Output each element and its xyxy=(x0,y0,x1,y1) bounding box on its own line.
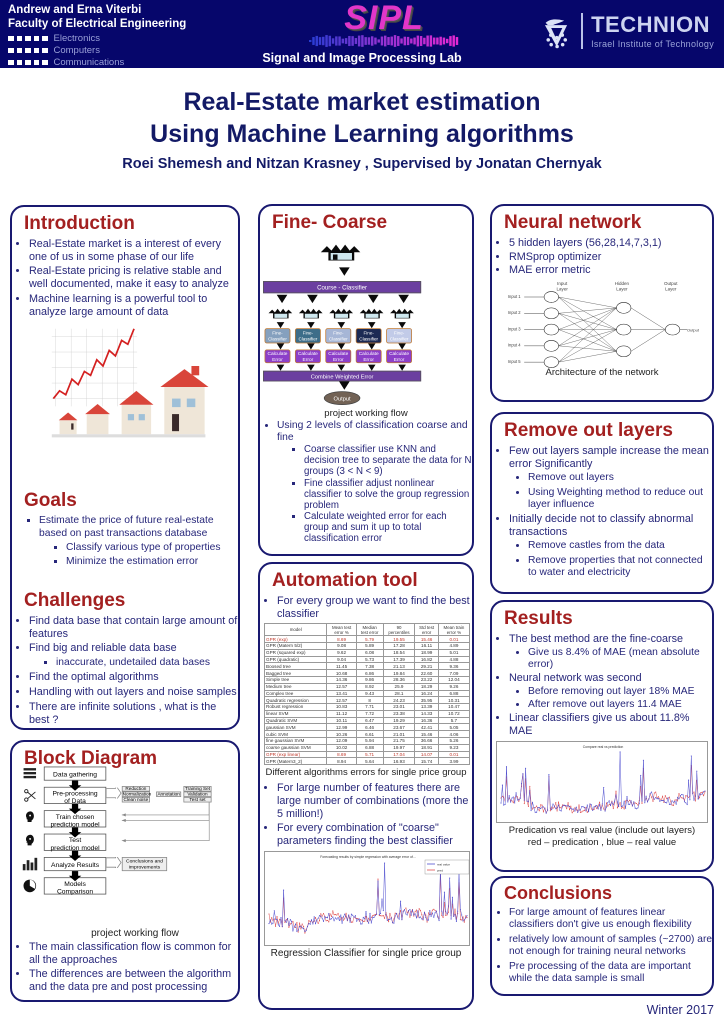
svg-text:Input 1: Input 1 xyxy=(508,294,521,299)
svg-text:Hidden: Hidden xyxy=(615,281,630,286)
svg-text:Input 5: Input 5 xyxy=(508,359,521,364)
svg-text:Input 4: Input 4 xyxy=(508,343,521,348)
svg-text:real value: real value xyxy=(437,862,450,866)
svg-text:Layer: Layer xyxy=(665,287,677,292)
svg-text:Output: Output xyxy=(687,328,700,333)
svg-text:pred: pred xyxy=(437,868,443,872)
svg-text:Input 2: Input 2 xyxy=(508,310,521,315)
svg-text:Layer: Layer xyxy=(557,287,569,292)
svg-text:Input 3: Input 3 xyxy=(508,327,521,332)
svg-text:Input: Input xyxy=(557,281,568,286)
svg-text:Layer: Layer xyxy=(616,287,628,292)
svg-text:Forecasting results by simple: Forecasting results by simple regression… xyxy=(320,855,416,859)
svg-text:Output: Output xyxy=(664,281,678,286)
svg-text:Compare real vs prediction: Compare real vs prediction xyxy=(583,745,624,749)
